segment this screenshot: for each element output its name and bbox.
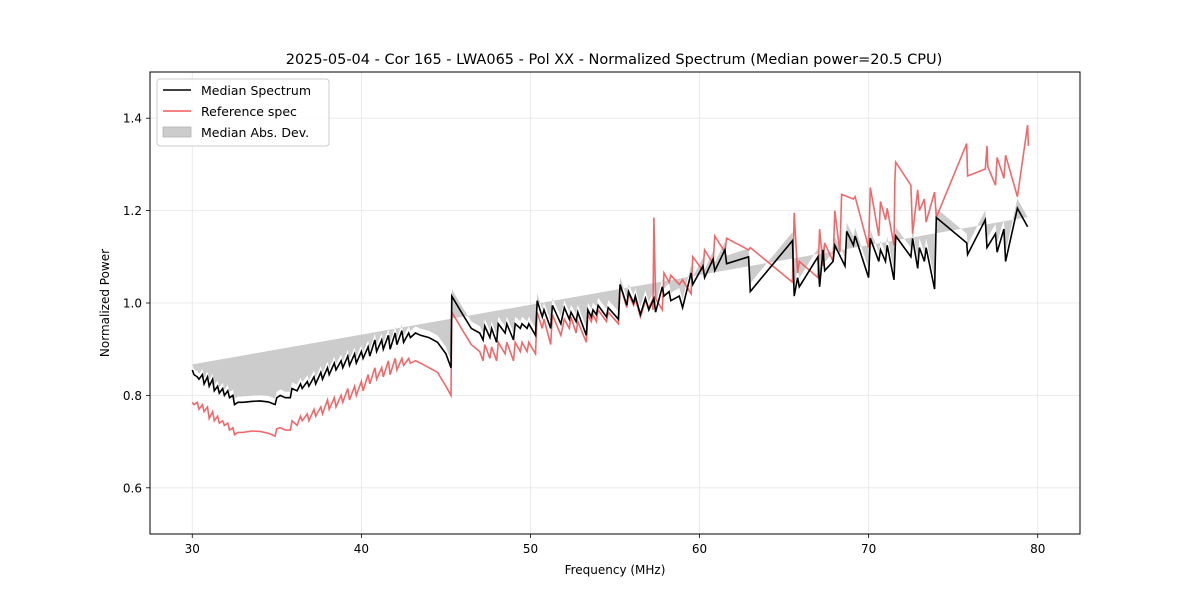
y-tick-label: 0.6	[123, 481, 142, 495]
x-tick-label: 70	[861, 542, 876, 556]
mad-band-layer	[192, 198, 1028, 399]
x-tick-label: 30	[185, 542, 200, 556]
chart-title: 2025-05-04 - Cor 165 - LWA065 - Pol XX -…	[286, 52, 943, 68]
y-axis-label: Normalized Power	[98, 249, 112, 357]
legend-label-reference: Reference spec	[201, 104, 297, 119]
x-axis-ticks: 30 40 50 60 70 80	[185, 534, 1045, 556]
legend-swatch-mad	[162, 126, 192, 138]
y-tick-label: 1.4	[123, 112, 142, 126]
x-tick-label: 40	[354, 542, 369, 556]
median-spectrum-line	[191, 206, 1029, 406]
x-axis-label: Frequency (MHz)	[565, 563, 666, 577]
reference-spectrum-line	[191, 124, 1030, 438]
series-layer	[191, 124, 1030, 438]
legend-label-median: Median Spectrum	[201, 83, 311, 98]
x-tick-label: 50	[523, 542, 538, 556]
y-axis-ticks: 0.6 0.8 1.0 1.2 1.4	[123, 112, 150, 495]
plot-area: 30 40 50 60 70 80 0.6 0.8 1.0 1.2 1.4	[123, 71, 1081, 556]
y-tick-label: 1.2	[123, 204, 142, 218]
x-tick-label: 60	[692, 542, 707, 556]
legend-label-mad: Median Abs. Dev.	[201, 125, 309, 140]
mad-band	[192, 198, 1028, 399]
legend-box	[156, 78, 330, 147]
x-tick-label: 80	[1030, 542, 1045, 556]
y-tick-label: 1.0	[123, 297, 142, 311]
legend: Median Spectrum Reference spec Median Ab…	[156, 78, 330, 147]
y-tick-label: 0.8	[123, 389, 142, 403]
